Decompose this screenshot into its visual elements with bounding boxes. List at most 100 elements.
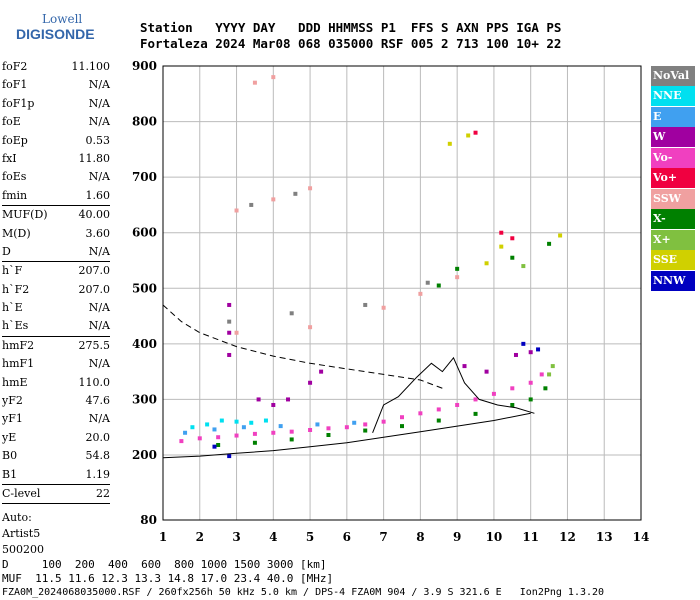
data-point bbox=[315, 422, 320, 427]
data-point bbox=[271, 75, 276, 80]
param-label: foE bbox=[2, 115, 21, 129]
y-tick-label: 500 bbox=[132, 281, 157, 295]
param-row: yF1 N/A bbox=[2, 410, 110, 428]
data-point bbox=[234, 433, 239, 438]
data-point bbox=[381, 305, 386, 310]
param-value: 1.60 bbox=[85, 188, 111, 202]
param-label: B0 bbox=[2, 449, 18, 463]
data-point bbox=[289, 429, 294, 434]
param-label: B1 bbox=[2, 467, 18, 481]
data-point bbox=[293, 191, 298, 196]
legend-item: NNW bbox=[651, 270, 695, 291]
param-row: foF2 11.100 bbox=[2, 58, 110, 76]
param-label: h`F bbox=[2, 264, 23, 278]
data-point bbox=[308, 380, 313, 385]
auto-scaling-text: Auto: bbox=[2, 511, 32, 525]
legend-item: NNE bbox=[651, 86, 695, 107]
data-point bbox=[418, 411, 423, 416]
param-label: h`F2 bbox=[2, 282, 30, 296]
data-point bbox=[499, 244, 504, 249]
direction-legend: NoVal NNE E W Vo- Vo+ SSW X- X+ SSE NNW bbox=[651, 66, 695, 291]
y-tick-label: 600 bbox=[132, 226, 157, 240]
data-point bbox=[510, 402, 515, 407]
footer-distance-line: D 100 200 400 600 800 1000 1500 3000 [km… bbox=[2, 558, 327, 571]
dashed-profile-line bbox=[162, 304, 443, 389]
data-point bbox=[227, 330, 232, 335]
param-value: 110.0 bbox=[78, 375, 111, 389]
legend-item: X- bbox=[651, 209, 695, 230]
data-point bbox=[539, 372, 544, 377]
data-point bbox=[484, 369, 489, 374]
y-tick-label: 700 bbox=[132, 170, 157, 184]
data-point bbox=[425, 280, 430, 285]
data-point bbox=[197, 436, 202, 441]
param-value: N/A bbox=[88, 244, 110, 258]
param-label: foF1p bbox=[2, 96, 35, 110]
param-label: foEp bbox=[2, 133, 28, 147]
param-separator bbox=[2, 261, 110, 263]
header-line-2: Fortaleza 2024 Mar08 068 035000 RSF 005 … bbox=[140, 36, 562, 51]
data-point bbox=[536, 347, 541, 352]
param-row: MUF(D) 40.00 bbox=[2, 206, 110, 224]
param-label: hmF1 bbox=[2, 357, 35, 371]
param-row: yE 20.0 bbox=[2, 429, 110, 447]
param-row: hmE 110.0 bbox=[2, 374, 110, 392]
param-row: h`F2 207.0 bbox=[2, 281, 110, 299]
param-value: N/A bbox=[88, 115, 110, 129]
param-value: 0.53 bbox=[85, 133, 111, 147]
station-header: Station YYYY DAY DDD HHMMSS P1 FFS S AXN… bbox=[140, 20, 561, 52]
data-points bbox=[179, 75, 563, 459]
data-point bbox=[547, 372, 552, 377]
y-tick-label: 300 bbox=[132, 392, 157, 406]
legend-item: Vo- bbox=[651, 147, 695, 168]
data-point bbox=[543, 386, 548, 391]
logo-text-bottom: DIGISONDE bbox=[16, 26, 95, 42]
data-point bbox=[219, 418, 224, 423]
data-point bbox=[326, 432, 331, 437]
data-point bbox=[271, 430, 276, 435]
param-value: 3.60 bbox=[85, 226, 111, 240]
param-row: C-level 22 bbox=[2, 485, 110, 503]
param-row: D N/A bbox=[2, 243, 110, 261]
grid-lines bbox=[163, 66, 641, 520]
param-label: yF1 bbox=[2, 412, 23, 426]
data-point bbox=[308, 325, 313, 330]
profile-lines bbox=[162, 304, 535, 459]
data-point bbox=[308, 427, 313, 432]
x-tick-label: 6 bbox=[343, 530, 351, 544]
data-point bbox=[466, 133, 471, 138]
param-label: hmE bbox=[2, 375, 28, 389]
param-value: N/A bbox=[88, 319, 110, 333]
x-tick-label: 10 bbox=[486, 530, 503, 544]
param-label: fmin bbox=[2, 188, 28, 202]
auto-scaling-text: 500200 bbox=[2, 543, 44, 557]
data-point bbox=[455, 402, 460, 407]
y-tick-label: 80 bbox=[140, 513, 157, 527]
data-point bbox=[227, 454, 232, 459]
data-point bbox=[256, 397, 261, 402]
data-point bbox=[326, 426, 331, 431]
data-point bbox=[510, 236, 515, 241]
param-value: 22 bbox=[96, 486, 110, 500]
footer-muf-line: MUF 11.5 11.6 12.3 13.3 14.8 17.0 23.4 4… bbox=[2, 572, 334, 585]
data-point bbox=[183, 430, 188, 435]
param-value: 1.19 bbox=[85, 467, 111, 481]
data-point bbox=[271, 402, 276, 407]
data-point bbox=[400, 424, 404, 429]
param-row: foEp 0.53 bbox=[2, 132, 110, 150]
plot-frame bbox=[162, 65, 642, 521]
param-value: N/A bbox=[88, 357, 110, 371]
data-point bbox=[252, 80, 257, 85]
tick-labels: 1 2 3 4 5 6 7 8 9 10 11 12 13 14802003004005006007008… bbox=[132, 59, 649, 544]
param-label: D bbox=[2, 244, 11, 258]
y-tick-label: 200 bbox=[132, 448, 157, 462]
data-point bbox=[510, 386, 515, 391]
param-row: hmF1 N/A bbox=[2, 355, 110, 373]
param-value: N/A bbox=[88, 96, 110, 110]
param-row: foEs N/A bbox=[2, 168, 110, 186]
param-label: h`E bbox=[2, 301, 23, 315]
data-point bbox=[473, 130, 478, 135]
data-point bbox=[484, 261, 489, 266]
param-label: yE bbox=[2, 430, 17, 444]
